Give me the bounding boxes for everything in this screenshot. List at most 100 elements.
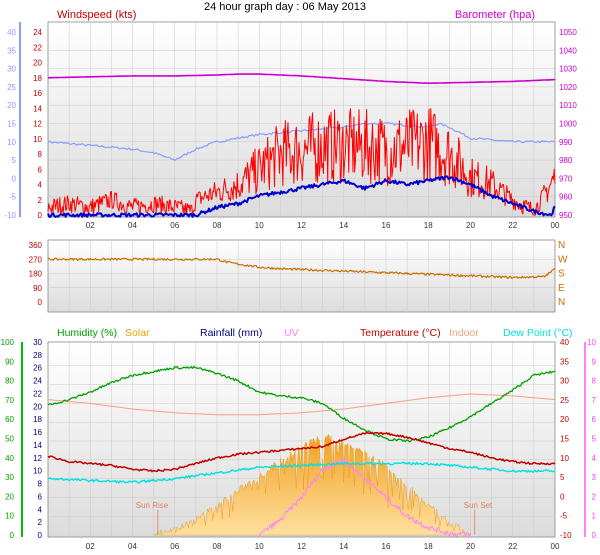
windspeed-scale-label: 16: [33, 89, 42, 98]
hour-tick-label: 14: [339, 542, 348, 551]
windspeed-scale-label: 10: [33, 135, 42, 144]
direction-compass-label: N: [558, 297, 565, 308]
hour-tick-label: 10: [255, 221, 264, 230]
rainfall-scale-label: 30: [33, 338, 42, 347]
uv-scale-label: 9: [592, 357, 597, 366]
temperature-scale-label: 10: [560, 454, 569, 463]
windspeed-scale-label: 0: [38, 211, 43, 220]
barometer-scale-label: 980: [559, 156, 573, 165]
legend-solar: Solar: [125, 327, 150, 339]
temperature-scale-label: 15: [560, 435, 569, 444]
humidity-scale-label: 50: [5, 435, 14, 444]
windspeed-scale-label: 6: [38, 165, 43, 174]
windspeed-scale-label: 22: [33, 43, 42, 52]
outer-scale-label: 40: [7, 28, 16, 37]
outer-scale-label: 35: [7, 46, 16, 55]
uv-scale-label: 4: [592, 454, 597, 463]
barometer-scale-label: 960: [559, 193, 573, 202]
humidity-scale-label: 20: [5, 492, 14, 501]
windspeed-scale-label: 14: [33, 104, 42, 113]
sunset-label: Sun Set: [464, 501, 493, 510]
temperature-scale-label: 35: [560, 357, 569, 366]
sunrise-label: Sun Rise: [136, 501, 169, 510]
hour-tick-label: 14: [339, 221, 348, 230]
windspeed-scale-label: 2: [38, 196, 43, 205]
solar-area: [153, 434, 471, 536]
direction-compass-label: N: [558, 240, 565, 251]
multi-legend: Humidity (%) Solar Rainfall (mm) UV Temperat…: [57, 327, 573, 339]
hour-tick-label: 20: [466, 542, 475, 551]
rainfall-scale-label: 22: [33, 389, 42, 398]
barometer-scale: 1050 1040 1030 1020 1010 1000 990 980 970 960 950: [559, 28, 577, 220]
rainfall-scale-label: 26: [33, 364, 42, 373]
direction-line: [47, 257, 556, 279]
wind-series: [47, 73, 556, 218]
hour-tick-label: 04: [128, 542, 137, 551]
temperature-scale-label: 30: [560, 377, 569, 386]
rainfall-scale-label: 4: [38, 505, 43, 514]
rainfall-scale-label: 6: [38, 492, 43, 501]
barometer-axis-label: Barometer (hpa): [455, 9, 535, 21]
legend-dewpoint: Dew Point (°C): [503, 327, 573, 339]
outer-scale-label: 25: [7, 83, 16, 92]
temperature-scale-label: 5: [560, 473, 565, 482]
hour-tick-label: 18: [424, 542, 433, 551]
wind-hour-axis: 02 04 06 08 10 12 14 16 18 20 22 00: [86, 221, 560, 230]
humidity-scale-label: 90: [5, 357, 14, 366]
humidity-scale-label: 0: [10, 531, 15, 540]
barometer-scale-label: 970: [559, 174, 573, 183]
rainfall-scale-label: 18: [33, 415, 42, 424]
indoor-line: [47, 393, 556, 416]
rainfall-scale-label: 10: [33, 467, 42, 476]
direction-degree-label: 0: [38, 298, 43, 307]
hour-tick-label: 08: [213, 221, 222, 230]
barometer-scale-label: 1030: [559, 65, 577, 74]
barometer-scale-label: 1020: [559, 83, 577, 92]
legend-rainfall: Rainfall (mm): [200, 327, 262, 339]
uv-scale-label: 0: [592, 531, 597, 540]
rainfall-scale-label: 20: [33, 402, 42, 411]
outer-scale-label: 10: [7, 138, 16, 147]
barometer-scale-label: 990: [559, 138, 573, 147]
hour-tick-label: 12: [297, 542, 306, 551]
outer-scale-label: 30: [7, 65, 16, 74]
hour-tick-label: 22: [508, 542, 517, 551]
barometer-scale-label: 1000: [559, 120, 577, 129]
direction-degree-label: 180: [29, 270, 43, 279]
hour-tick-label: 04: [128, 221, 137, 230]
direction-series: [47, 257, 556, 279]
hour-tick-label: 18: [424, 221, 433, 230]
hour-tick-label: 16: [382, 542, 391, 551]
hour-tick-label: 00: [551, 542, 560, 551]
hour-tick-label: 16: [382, 221, 391, 230]
direction-degree-scale: 360 270 180 90 0: [29, 241, 43, 307]
hour-tick-label: 06: [170, 221, 179, 230]
outer-scale-label: 5: [12, 156, 17, 165]
humidity-scale-label: 40: [5, 454, 14, 463]
direction-compass-label: E: [558, 283, 565, 294]
humidity-scale-label: 30: [5, 473, 14, 482]
rainfall-scale-label: 2: [38, 518, 43, 527]
humidity-scale-label: 10: [5, 512, 14, 521]
outer-scale-label: 0: [12, 174, 17, 183]
humidity-scale-label: 70: [5, 396, 14, 405]
uv-scale-label: 5: [592, 435, 597, 444]
hour-tick-label: 12: [297, 221, 306, 230]
wind-outer-scale: 40 35 30 25 20 15 10 5 0 -5 -10: [4, 22, 21, 220]
windspeed-axis-label: Windspeed (kts): [57, 9, 136, 21]
temperature-scale-label: 0: [560, 492, 565, 501]
temperature-scale-label: 25: [560, 396, 569, 405]
uv-scale-label: 8: [592, 377, 597, 386]
temperature-scale-label: -10: [560, 531, 572, 540]
hour-tick-label: 10: [255, 542, 264, 551]
temperature-scale-label: -5: [560, 512, 568, 521]
humidity-scale-label: 80: [5, 377, 14, 386]
uv-scale-label: 2: [592, 492, 597, 501]
legend-uv: UV: [284, 327, 299, 339]
direction-degree-label: 360: [29, 241, 43, 250]
direction-compass-label: S: [558, 269, 565, 280]
barometer-scale-label: 1050: [559, 28, 577, 37]
hour-tick-label: 20: [466, 221, 475, 230]
